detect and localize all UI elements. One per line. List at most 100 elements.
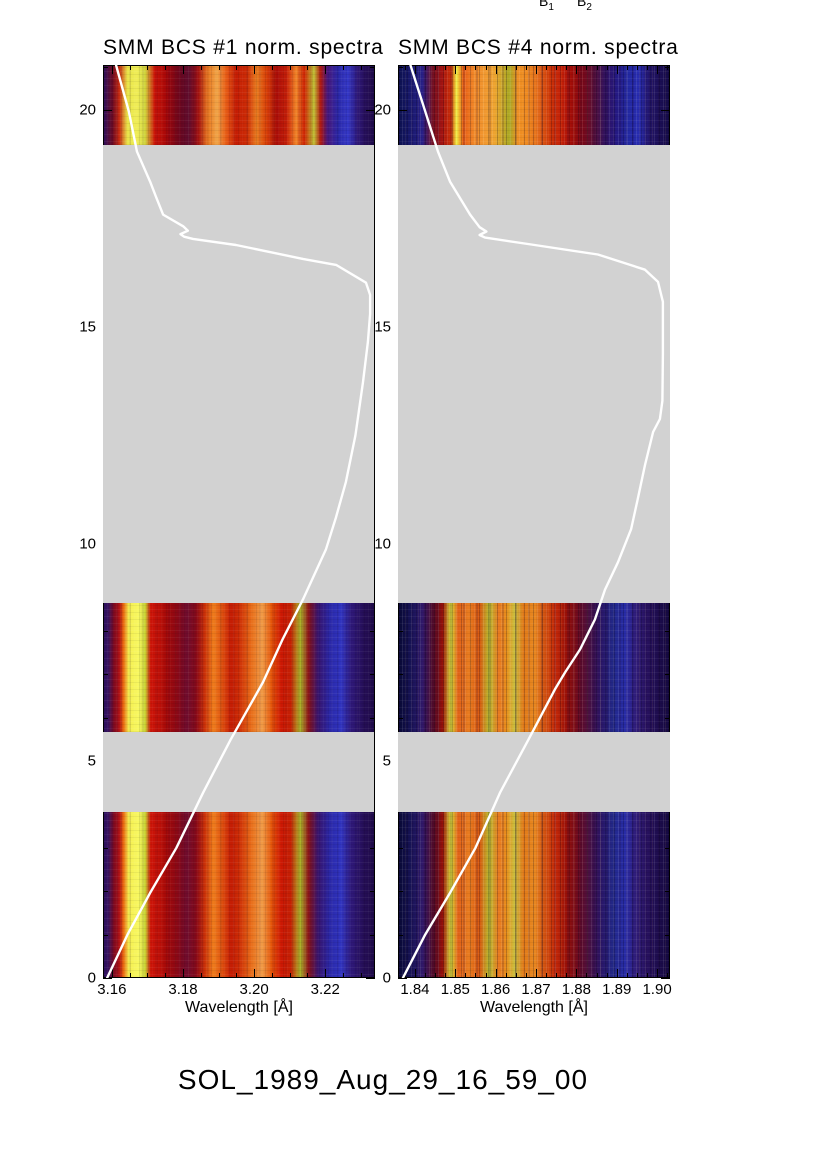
y-axis-tick bbox=[398, 847, 403, 849]
y-axis-tick bbox=[398, 978, 407, 979]
x-axis-tick bbox=[414, 969, 416, 978]
panel1-title: SMM BCS #1 norm. spectra bbox=[103, 36, 384, 59]
x-axis-tick bbox=[596, 973, 598, 978]
x-axis-tick bbox=[536, 969, 538, 978]
x-tick-label: 3.22 bbox=[310, 981, 340, 998]
x-axis-tick bbox=[183, 65, 184, 74]
y-tick-label: 10 bbox=[79, 535, 96, 553]
y-axis-tick bbox=[103, 978, 112, 979]
x-tick-label: 1.88 bbox=[561, 981, 591, 998]
y-axis-tick bbox=[661, 978, 670, 979]
heatmap-panel-bcs1 bbox=[103, 65, 375, 979]
spectra-band bbox=[398, 65, 670, 146]
lightcurve bbox=[401, 65, 665, 978]
x-axis-tick bbox=[129, 973, 131, 978]
spectra-band bbox=[103, 811, 375, 978]
y-axis-tick bbox=[665, 630, 670, 632]
band-noise-horizontal bbox=[398, 603, 670, 732]
x-axis-tick bbox=[325, 65, 327, 74]
lightcurve-line bbox=[105, 65, 372, 978]
x-axis-tick bbox=[455, 969, 457, 978]
band-noise-horizontal bbox=[103, 603, 375, 732]
x-axis-tick bbox=[495, 969, 497, 978]
x-axis-tick bbox=[566, 65, 568, 70]
x-axis-tick bbox=[254, 969, 256, 978]
y-axis-tick bbox=[103, 674, 108, 676]
x-axis-tick bbox=[657, 969, 659, 978]
y-axis-tick bbox=[370, 674, 375, 676]
band-noise-vertical bbox=[398, 811, 670, 978]
x-axis-tick bbox=[111, 65, 113, 74]
x-axis-tick bbox=[254, 65, 256, 74]
x-axis-tick bbox=[646, 973, 648, 978]
x-axis-tick bbox=[343, 65, 344, 70]
lightcurve-line bbox=[401, 65, 665, 978]
x-axis-tick bbox=[536, 65, 538, 74]
x-axis-tick bbox=[271, 65, 273, 70]
x-axis-tick bbox=[325, 969, 327, 978]
x-axis-tick bbox=[485, 973, 487, 978]
band-noise-horizontal bbox=[398, 811, 670, 978]
panel1-xaxis-label: Wavelength [Å] bbox=[185, 999, 293, 1016]
y-axis-tick bbox=[370, 717, 375, 719]
x-axis-tick bbox=[455, 65, 457, 74]
x-axis-tick bbox=[147, 973, 149, 978]
panel-frame-top bbox=[103, 65, 375, 66]
panel-frame-bottom bbox=[398, 977, 670, 978]
x-axis-tick bbox=[636, 973, 638, 978]
y-axis-tick bbox=[398, 110, 407, 111]
lightcurve bbox=[105, 65, 372, 978]
y-axis-tick bbox=[665, 891, 670, 893]
figure-caption: SOL_1989_Aug_29_16_59_00 bbox=[177, 1064, 589, 1095]
x-axis-tick bbox=[445, 65, 447, 70]
x-axis-tick bbox=[425, 65, 427, 70]
panel-right-axis-line bbox=[374, 65, 375, 978]
x-axis-tick bbox=[485, 65, 487, 70]
x-axis-tick bbox=[667, 973, 669, 978]
heatmap-panel-bcs4 bbox=[398, 65, 670, 979]
x-axis-tick bbox=[343, 973, 344, 978]
marker-b1: B1 bbox=[539, 0, 554, 13]
y-axis-tick bbox=[665, 66, 670, 68]
y-axis-tick bbox=[370, 934, 375, 936]
x-axis-tick bbox=[556, 973, 558, 978]
x-axis-tick bbox=[505, 973, 507, 978]
x-axis-tick bbox=[236, 65, 238, 70]
x-axis-tick bbox=[445, 973, 447, 978]
marker-b2-base: B bbox=[577, 0, 587, 9]
x-axis-tick bbox=[147, 65, 149, 70]
x-axis-tick bbox=[289, 65, 291, 70]
x-tick-label: 1.84 bbox=[400, 981, 430, 998]
x-axis-tick bbox=[271, 973, 273, 978]
y-axis-tick bbox=[370, 847, 375, 849]
x-axis-tick bbox=[546, 973, 548, 978]
y-axis-tick bbox=[103, 934, 108, 936]
y-axis-tick bbox=[103, 66, 108, 68]
x-axis-tick bbox=[435, 65, 437, 70]
y-tick-label: 15 bbox=[79, 318, 96, 336]
marker-b1-base: B bbox=[539, 0, 549, 9]
x-tick-label: 1.87 bbox=[521, 981, 551, 998]
no-data-gap bbox=[103, 731, 375, 812]
x-tick-label: 3.16 bbox=[97, 981, 127, 998]
panel2-title: SMM BCS #4 norm. spectra bbox=[398, 36, 679, 59]
y-axis-tick bbox=[665, 717, 670, 719]
panel2-xaxis-label: Wavelength [Å] bbox=[480, 999, 588, 1016]
y-tick-label: 0 bbox=[87, 969, 96, 987]
x-axis-tick bbox=[576, 65, 578, 74]
x-axis-tick bbox=[289, 973, 291, 978]
x-axis-tick bbox=[596, 65, 598, 70]
y-tick-label: 0 bbox=[382, 969, 391, 987]
x-axis-tick bbox=[360, 65, 362, 70]
x-axis-tick bbox=[200, 65, 202, 70]
x-axis-tick bbox=[525, 973, 527, 978]
x-axis-tick bbox=[576, 969, 578, 978]
band-noise-vertical bbox=[398, 603, 670, 732]
x-axis-tick bbox=[414, 65, 416, 74]
x-axis-tick bbox=[616, 65, 618, 74]
y-axis-tick bbox=[103, 630, 108, 632]
band-noise-vertical bbox=[103, 603, 375, 732]
band-noise-vertical bbox=[398, 65, 670, 146]
x-tick-label: 1.85 bbox=[440, 981, 470, 998]
